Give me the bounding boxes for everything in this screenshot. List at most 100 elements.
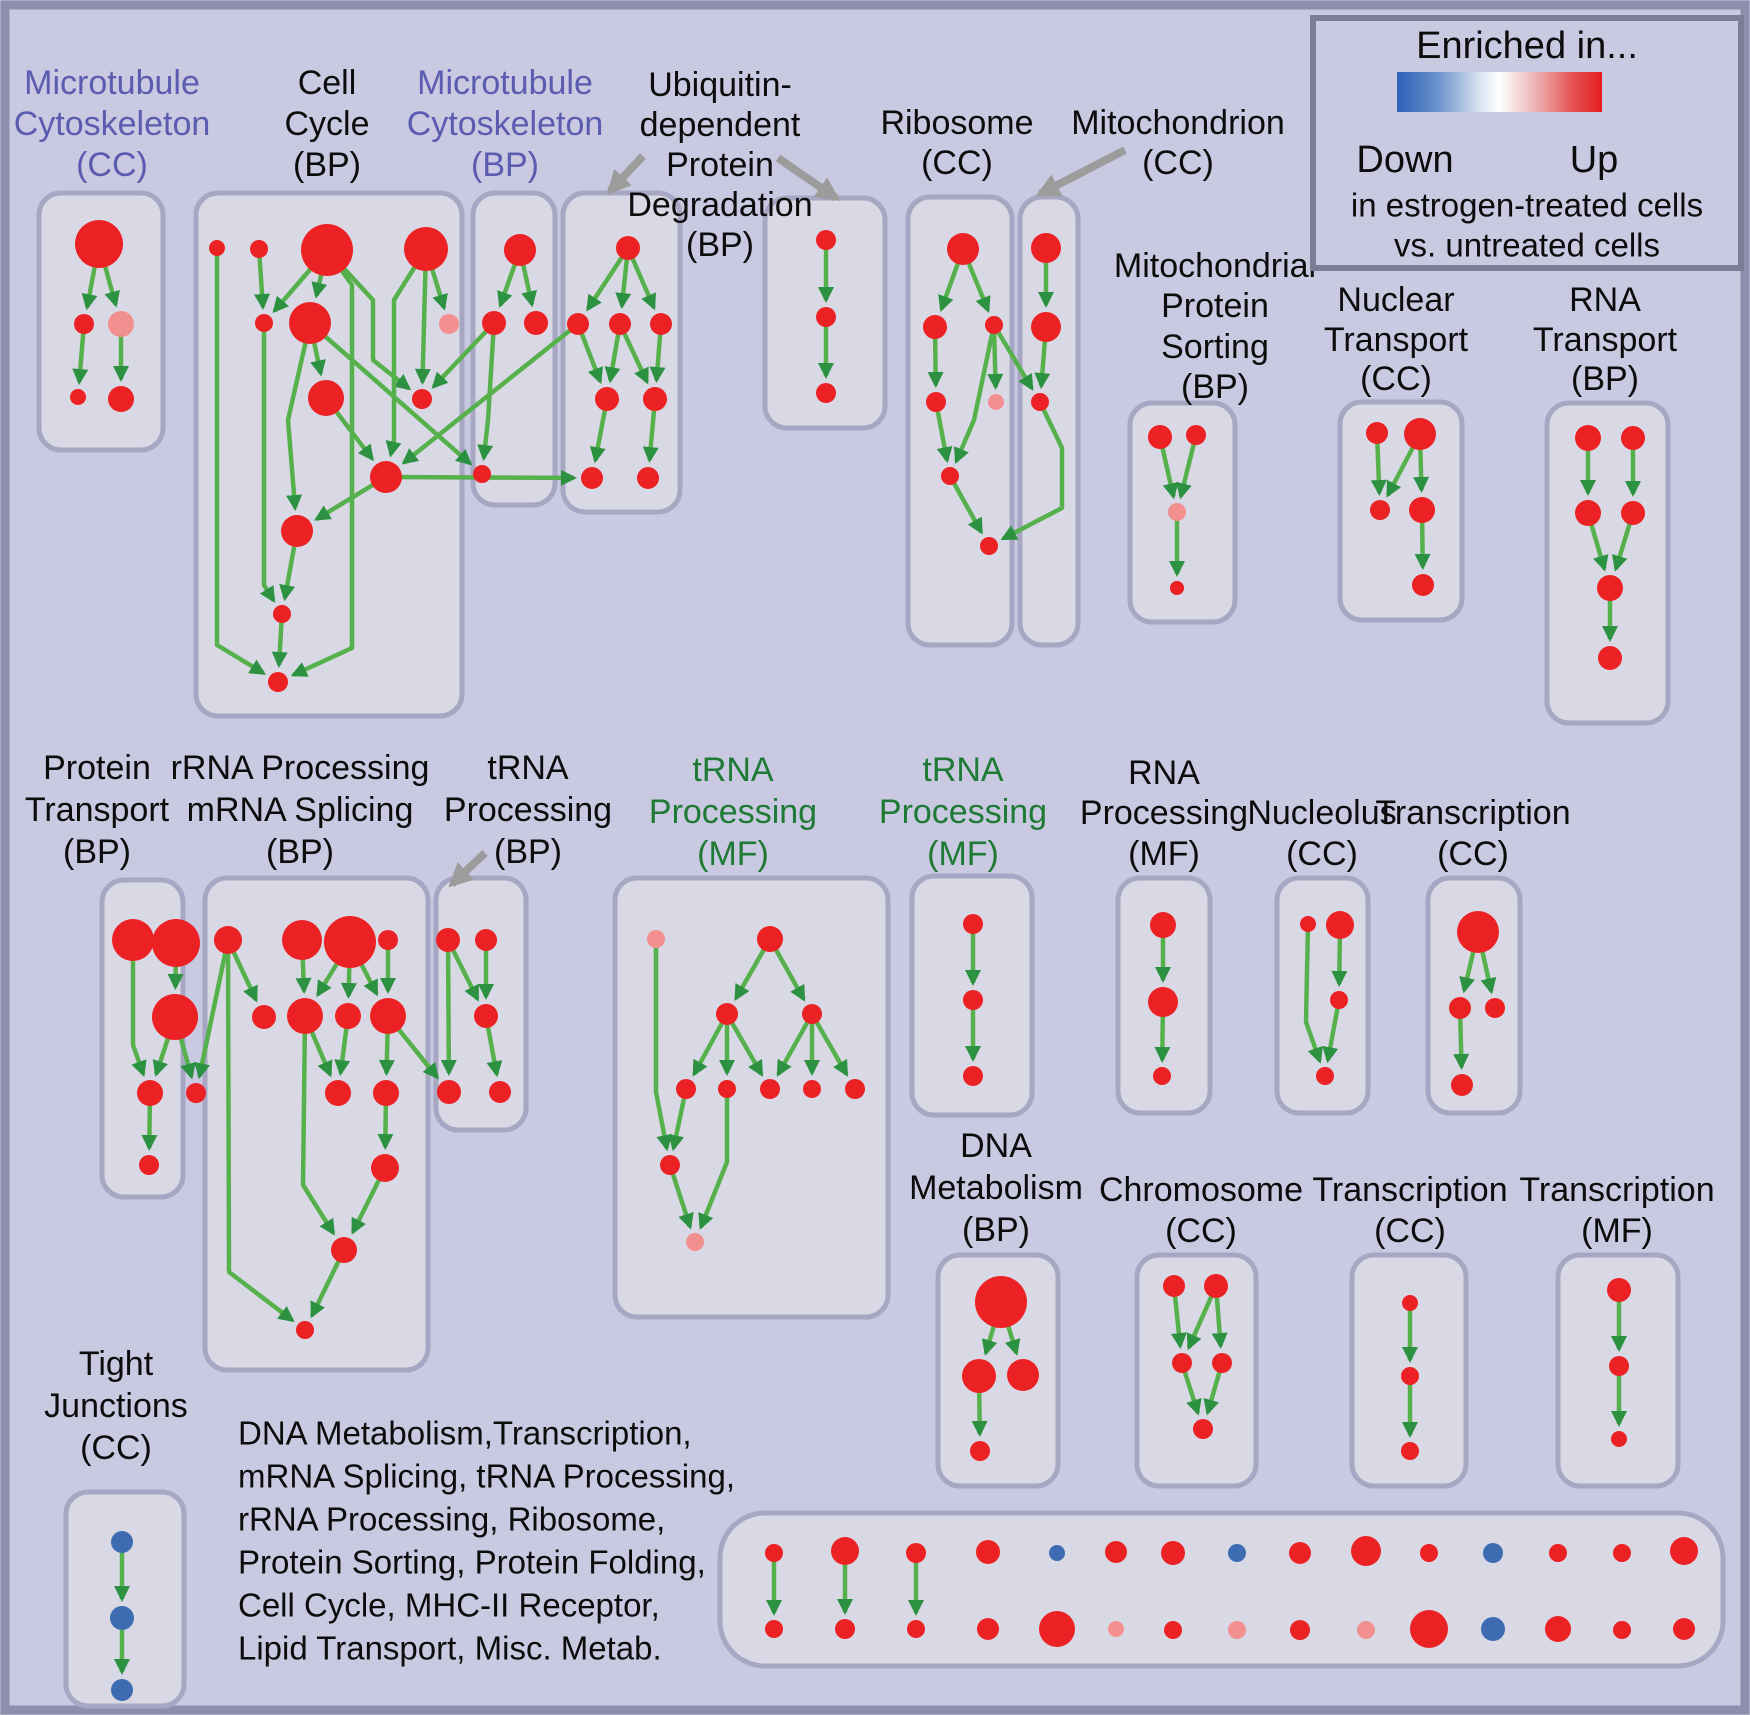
node-trna_mf_small-c[interactable] bbox=[963, 1066, 983, 1086]
node-trna_mf_big-R1[interactable] bbox=[676, 1079, 696, 1099]
node-mito-t[interactable] bbox=[1031, 233, 1061, 263]
node-cell_cycle-f[interactable] bbox=[289, 302, 331, 344]
node-summary-c10b[interactable] bbox=[1357, 1621, 1375, 1639]
node-rna_transport-rt[interactable] bbox=[1621, 426, 1645, 450]
node-trna_mf_big-R5[interactable] bbox=[845, 1079, 865, 1099]
node-cell_cycle-b[interactable] bbox=[250, 240, 268, 258]
node-trna_mf_big-BPk[interactable] bbox=[686, 1233, 704, 1251]
node-summary-c12b[interactable] bbox=[1481, 1617, 1505, 1641]
node-ribosome-b[interactable] bbox=[980, 537, 998, 555]
node-ubiq-l1[interactable] bbox=[595, 387, 619, 411]
node-summary-c14t[interactable] bbox=[1613, 1544, 1631, 1562]
node-trans_cc2-mr[interactable] bbox=[1485, 998, 1505, 1018]
node-mc_cc-n2[interactable] bbox=[74, 314, 94, 334]
node-trna_mf_big-M2[interactable] bbox=[802, 1004, 822, 1024]
node-nuclear-rt[interactable] bbox=[1404, 418, 1436, 450]
node-trans_cc2-big[interactable] bbox=[1457, 911, 1499, 953]
node-rrna-t1[interactable] bbox=[214, 926, 242, 954]
node-mc_cc-n3[interactable] bbox=[108, 311, 134, 337]
node-summary-c2b[interactable] bbox=[835, 1619, 855, 1639]
node-trans_cc3-c[interactable] bbox=[1401, 1442, 1419, 1460]
node-dna_met-mr[interactable] bbox=[1007, 1359, 1039, 1391]
node-summary-c9b[interactable] bbox=[1290, 1620, 1310, 1640]
node-protein_transport-p3[interactable] bbox=[152, 994, 198, 1040]
node-rrna-l1[interactable] bbox=[325, 1080, 351, 1106]
node-dna_met-bot[interactable] bbox=[970, 1441, 990, 1461]
node-rna_proc-b[interactable] bbox=[1148, 987, 1178, 1017]
node-rna_transport-lm[interactable] bbox=[1575, 500, 1601, 526]
node-protein_transport-p4[interactable] bbox=[137, 1080, 163, 1106]
node-rna_transport-c[interactable] bbox=[1597, 575, 1623, 601]
node-cell_cycle-j[interactable] bbox=[370, 461, 402, 493]
node-ribosome-pk[interactable] bbox=[988, 394, 1004, 410]
node-trna_mf_big-R3[interactable] bbox=[760, 1079, 780, 1099]
node-nucleolus-m[interactable] bbox=[1330, 991, 1348, 1009]
node-trna_mf_small-a[interactable] bbox=[963, 914, 983, 934]
node-rrna-n2[interactable] bbox=[331, 1237, 357, 1263]
node-rrna-t2[interactable] bbox=[282, 920, 322, 960]
node-nucleolus-bot[interactable] bbox=[1316, 1067, 1334, 1085]
node-nucleolus-b[interactable] bbox=[1326, 911, 1354, 939]
node-summary-c5b[interactable] bbox=[1039, 1611, 1075, 1647]
node-cell_cycle-k[interactable] bbox=[281, 515, 313, 547]
node-trans_cc3-a[interactable] bbox=[1402, 1295, 1418, 1311]
node-ribosome-l[interactable] bbox=[926, 392, 946, 412]
node-mito-m[interactable] bbox=[1031, 312, 1061, 342]
node-ribosome-mr[interactable] bbox=[985, 316, 1003, 334]
node-trna_bp-A[interactable] bbox=[436, 928, 460, 952]
node-rna_transport-lt[interactable] bbox=[1575, 425, 1601, 451]
node-cell_cycle-e[interactable] bbox=[255, 314, 273, 332]
node-trna_mf_big-L[interactable] bbox=[660, 1155, 680, 1175]
node-trna_bp-D[interactable] bbox=[437, 1080, 461, 1104]
node-summary-c14b[interactable] bbox=[1613, 1621, 1631, 1639]
node-summary-c11t[interactable] bbox=[1420, 1544, 1438, 1562]
node-chromosome-tr[interactable] bbox=[1204, 1274, 1228, 1298]
node-trna_mf_big-R2[interactable] bbox=[718, 1080, 736, 1098]
node-cell_cycle-a[interactable] bbox=[209, 240, 225, 256]
node-protein_transport-p2[interactable] bbox=[152, 919, 200, 967]
node-ubiq-l2[interactable] bbox=[643, 387, 667, 411]
node-mc_cc-n4[interactable] bbox=[70, 389, 86, 405]
node-trans_mf-a[interactable] bbox=[1607, 1278, 1631, 1302]
node-cell_cycle-l[interactable] bbox=[273, 605, 291, 623]
node-ribosome-ml[interactable] bbox=[923, 315, 947, 339]
node-ubiq-t[interactable] bbox=[616, 236, 640, 260]
node-mc_bp-b[interactable] bbox=[473, 465, 491, 483]
node-summary-c7b[interactable] bbox=[1164, 1621, 1182, 1639]
node-summary-c1b[interactable] bbox=[765, 1620, 783, 1638]
node-rna_transport-b[interactable] bbox=[1598, 646, 1622, 670]
node-mito_sort-t1[interactable] bbox=[1148, 425, 1172, 449]
node-cell_cycle-h[interactable] bbox=[308, 380, 344, 416]
node-cell_cycle-c[interactable] bbox=[301, 224, 353, 276]
node-chromosome-ml[interactable] bbox=[1172, 1353, 1192, 1373]
node-nuclear-rm[interactable] bbox=[1409, 497, 1435, 523]
node-summary-c4b[interactable] bbox=[977, 1618, 999, 1640]
node-rrna-m2[interactable] bbox=[287, 998, 323, 1034]
node-mito_sort-pk[interactable] bbox=[1168, 503, 1186, 521]
node-protein_transport-p1[interactable] bbox=[112, 919, 154, 961]
node-ubiq2-b[interactable] bbox=[816, 307, 836, 327]
node-trans_mf-c[interactable] bbox=[1611, 1431, 1627, 1447]
node-trans_mf-b[interactable] bbox=[1609, 1356, 1629, 1376]
node-summary-c6b[interactable] bbox=[1108, 1621, 1124, 1637]
node-trna_mf_big-R4[interactable] bbox=[803, 1080, 821, 1098]
node-summary-c13t[interactable] bbox=[1549, 1544, 1567, 1562]
node-summary-c15b[interactable] bbox=[1673, 1618, 1695, 1640]
node-rrna-l2[interactable] bbox=[373, 1080, 399, 1106]
node-ubiq2-c[interactable] bbox=[816, 383, 836, 403]
node-cell_cycle-m[interactable] bbox=[268, 672, 288, 692]
node-trna_bp-B[interactable] bbox=[475, 929, 497, 951]
node-chromosome-bot[interactable] bbox=[1193, 1419, 1213, 1439]
node-protein_transport-p6[interactable] bbox=[139, 1155, 159, 1175]
node-summary-c9t[interactable] bbox=[1289, 1542, 1311, 1564]
node-rrna-m3[interactable] bbox=[335, 1003, 361, 1029]
node-summary-c5t[interactable] bbox=[1049, 1545, 1065, 1561]
node-nucleolus-s[interactable] bbox=[1300, 916, 1316, 932]
node-trans_cc2-bot[interactable] bbox=[1451, 1074, 1473, 1096]
node-nuclear-lm[interactable] bbox=[1370, 500, 1390, 520]
node-mito_sort-b[interactable] bbox=[1170, 581, 1184, 595]
node-ubiq-b1[interactable] bbox=[581, 467, 603, 489]
node-rrna-n1[interactable] bbox=[371, 1154, 399, 1182]
node-trna_mf_big-T[interactable] bbox=[757, 926, 783, 952]
node-rrna-n3[interactable] bbox=[296, 1321, 314, 1339]
